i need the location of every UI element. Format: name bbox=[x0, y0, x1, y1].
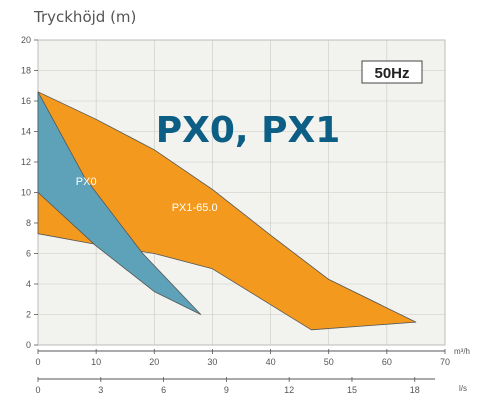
x-tick-label: 10 bbox=[91, 357, 101, 367]
y-tick-label: 16 bbox=[21, 96, 31, 106]
y-tick-label: 6 bbox=[26, 249, 31, 259]
x-secondary-tick-label: 0 bbox=[35, 385, 40, 395]
x-tick-label: 70 bbox=[440, 357, 450, 367]
y-tick-label: 14 bbox=[21, 127, 31, 137]
x-axis-unit-primary: m³/h bbox=[454, 347, 470, 356]
x-secondary-tick-label: 6 bbox=[161, 385, 166, 395]
y-tick-label: 18 bbox=[21, 66, 31, 76]
x-tick-label: 30 bbox=[207, 357, 217, 367]
y-tick-label: 0 bbox=[26, 340, 31, 350]
y-tick-label: 4 bbox=[26, 279, 31, 289]
frequency-badge-box bbox=[361, 60, 423, 84]
x-tick-label: 0 bbox=[35, 357, 40, 367]
y-axis-title: Tryckhöjd (m) bbox=[34, 8, 137, 26]
series-area-px0 bbox=[37, 91, 202, 315]
y-tick-label: 2 bbox=[26, 310, 31, 320]
frequency-badge: 50Hz bbox=[374, 65, 409, 82]
x-secondary-tick-label: 9 bbox=[224, 385, 229, 395]
x-tick-label: 60 bbox=[382, 357, 392, 367]
x-secondary-tick-label: 12 bbox=[284, 385, 294, 395]
x-secondary-tick-label: 15 bbox=[347, 385, 357, 395]
x-tick-label: 50 bbox=[324, 357, 334, 367]
y-tick-label: 20 bbox=[21, 35, 31, 45]
y-tick-label: 12 bbox=[21, 157, 31, 167]
y-tick-label: 8 bbox=[26, 218, 31, 228]
axis-layer: 0 2 4 6 8 10 12 14 16 18 20 0 10 20 30 40 50 60 70 m³/h 0 3 6 9… bbox=[21, 35, 470, 395]
series-label-px1-65-0: PX1-65.0 bbox=[172, 202, 218, 214]
x-tick-label: 40 bbox=[266, 357, 276, 367]
y-tick-label: 10 bbox=[21, 188, 31, 198]
x-tick-label: 20 bbox=[149, 357, 159, 367]
series-layer: PX0 PX1-65.0 bbox=[37, 91, 417, 331]
series-label-px0: PX0 bbox=[76, 176, 97, 188]
x-secondary-tick-label: 3 bbox=[98, 385, 103, 395]
x-secondary-tick-label: 18 bbox=[410, 385, 420, 395]
chart-title: PX0, PX1 bbox=[156, 110, 341, 151]
x-axis-unit-secondary: l/s bbox=[459, 384, 467, 393]
